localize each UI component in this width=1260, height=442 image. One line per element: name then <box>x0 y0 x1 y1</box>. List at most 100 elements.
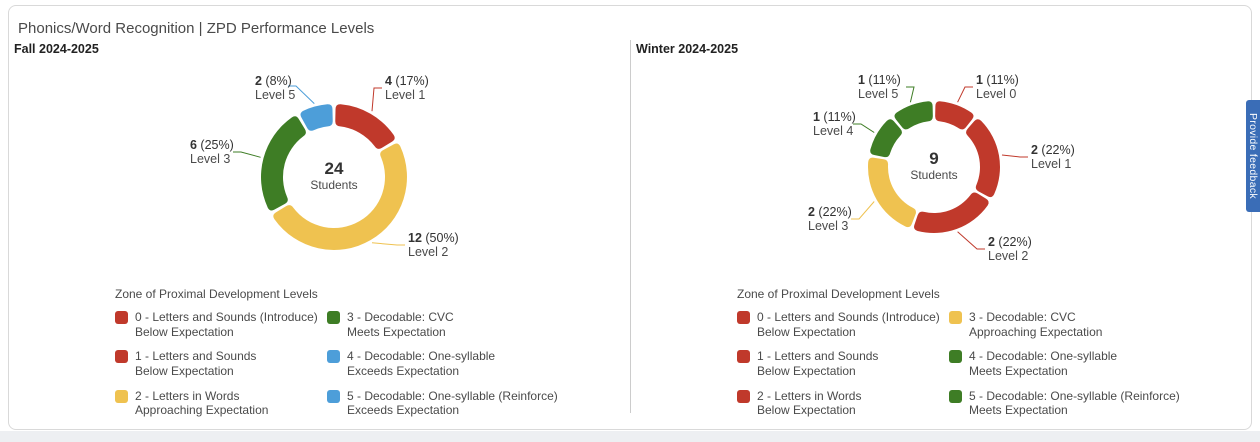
donut-slice-level-3[interactable] <box>867 157 916 228</box>
legend-item-expectation: Below Expectation <box>757 324 856 339</box>
donut-slice-level-1[interactable] <box>335 104 395 149</box>
slice-value-label: 2 (22%) <box>808 205 852 219</box>
donut-center-unit: Students <box>310 178 357 192</box>
slice-value-label: 1 (11%) <box>813 110 856 124</box>
slice-level-label: Level 2 <box>408 245 448 259</box>
legend-item-name: 0 - Letters and Sounds (Introduce) <box>135 310 318 324</box>
legend-item: 4 - Decodable: One-syllable Meets Expecta… <box>949 349 1242 378</box>
legend-item-expectation: Below Expectation <box>135 324 234 339</box>
slice-value-label: 2 (22%) <box>1031 143 1075 157</box>
legend-item-name: 3 - Decodable: CVC <box>347 310 454 324</box>
legend-item: 3 - Decodable: CVC Approaching Expectatio… <box>949 310 1242 339</box>
slice-connector <box>957 86 973 103</box>
legend-title: Zone of Proximal Development Levels <box>115 287 318 301</box>
legend-swatch-green <box>327 311 340 324</box>
performance-levels-card: Phonics/Word Recognition | ZPD Performan… <box>8 5 1252 430</box>
donut-slice-level-2[interactable] <box>273 143 407 250</box>
legend-item: 0 - Letters and Sounds (Introduce) Below … <box>737 310 949 339</box>
legend-item: 2 - Letters in Words Below Expectation <box>737 389 949 418</box>
slice-level-label: Level 1 <box>385 88 425 102</box>
slice-connector <box>288 85 315 104</box>
legend-grid: 0 - Letters and Sounds (Introduce) Below … <box>737 310 1242 418</box>
slice-level-label: Level 1 <box>1031 157 1071 171</box>
legend-item-name: 1 - Letters and Sounds <box>757 349 879 364</box>
donut-chart-winter: 1 (11%)Level 02 (22%)Level 12 (22%)Level… <box>808 73 1075 263</box>
donut-center-unit: Students <box>910 168 957 182</box>
legend-item-name: 5 - Decodable: One-syllable (Reinforce) <box>347 388 558 403</box>
slice-level-label: Level 3 <box>808 219 848 233</box>
legend-item: 2 - Letters in Words Approaching Expectat… <box>115 389 327 418</box>
slice-level-label: Level 4 <box>813 124 853 138</box>
legend-item: 5 - Decodable: One-syllable (Reinforce) M… <box>949 389 1242 418</box>
slice-level-label: Level 2 <box>988 249 1028 263</box>
legend-swatch-green <box>949 350 962 364</box>
legend-item-expectation: Exceeds Expectation <box>347 363 460 378</box>
slice-connector <box>851 201 875 220</box>
legend-item-expectation: Meets Expectation <box>969 403 1068 418</box>
donut-slice-level-4[interactable] <box>870 119 902 158</box>
donut-slice-level-2[interactable] <box>914 192 989 234</box>
provide-feedback-tab[interactable]: Provide feedback <box>1246 100 1260 212</box>
donut-chart-fall: 4 (17%)Level 112 (50%)Level 26 (25%)Leve… <box>190 74 459 259</box>
legend-swatch-blue <box>327 389 340 403</box>
donut-slice-level-3[interactable] <box>261 116 306 211</box>
legend-swatch-green <box>949 389 962 403</box>
slice-level-label: Level 5 <box>255 88 295 102</box>
period-label-fall: Fall 2024-2025 <box>14 42 99 56</box>
legend-item-name: 2 - Letters in Words <box>135 388 240 403</box>
page-title: Phonics/Word Recognition | ZPD Performan… <box>18 20 375 37</box>
legend-item-expectation: Exceeds Expectation <box>347 403 460 418</box>
legend-item: 0 - Letters and Sounds (Introduce) Below … <box>115 310 327 339</box>
legend-item: 1 - Letters and Sounds Below Expectation <box>115 349 327 378</box>
legend-item-expectation: Below Expectation <box>757 363 856 378</box>
legend-item-expectation: Below Expectation <box>757 403 856 418</box>
legend-item-name: 3 - Decodable: CVC <box>969 310 1076 324</box>
legend-swatch-yellow <box>115 389 128 403</box>
slice-value-label: 6 (25%) <box>190 138 234 152</box>
donut-slice-level-5[interactable] <box>894 101 933 130</box>
period-label-winter: Winter 2024-2025 <box>636 42 739 56</box>
legend-item-expectation: Approaching Expectation <box>969 324 1103 339</box>
page-bottom-strip <box>0 431 1260 442</box>
slice-connector <box>1001 154 1028 158</box>
chart-panel: Fall 2024-2025 4 (17%) Level 1 12 (50%) Lev… <box>9 6 630 429</box>
slice-connector <box>371 87 382 112</box>
legend-item: 4 - Decodable: One-syllable Exceeds Expec… <box>327 349 620 378</box>
slice-value-label: 1 (11%) <box>858 73 901 87</box>
slice-value-label: 12 (50%) <box>408 231 459 245</box>
slice-level-label: Level 5 <box>858 87 898 101</box>
legend-item-expectation: Meets Expectation <box>969 363 1068 378</box>
legend-fall: Zone of Proximal Development Levels 0 - … <box>115 287 620 418</box>
legend-item-expectation: Approaching Expectation <box>135 403 269 418</box>
legend-title: Zone of Proximal Development Levels <box>737 287 940 301</box>
panel-divider <box>630 40 631 413</box>
donut-slice-level-0[interactable] <box>935 101 974 130</box>
legend-item: 3 - Decodable: CVC Meets Expectation <box>327 310 620 339</box>
legend-item-name: 4 - Decodable: One-syllable <box>969 349 1118 364</box>
legend-item-name: 4 - Decodable: One-syllable <box>347 349 496 364</box>
slice-connector <box>371 242 405 246</box>
legend-item-name: 0 - Letters and Sounds (Introduce) <box>757 310 940 324</box>
donut-slice-level-5[interactable] <box>300 104 333 131</box>
slice-value-label: 2 (8%) <box>255 74 292 88</box>
legend-swatch-red <box>737 389 750 403</box>
legend-item-expectation: Meets Expectation <box>347 324 446 339</box>
slice-connector <box>957 231 985 250</box>
slice-value-label: 4 (17%) <box>385 74 429 88</box>
legend-swatch-blue <box>327 350 340 364</box>
donut-slice-level-1[interactable] <box>966 119 1000 198</box>
donut-center-value: 9 <box>929 149 938 168</box>
legend-item: 5 - Decodable: One-syllable (Reinforce) E… <box>327 389 620 418</box>
slice-connector <box>233 151 261 158</box>
legend-item-expectation: Below Expectation <box>135 363 234 378</box>
donut-center-value: 24 <box>325 159 344 178</box>
slice-connector <box>853 123 875 133</box>
legend-swatch-red <box>115 311 128 324</box>
slice-value-label: 1 (11%) <box>976 73 1019 87</box>
legend-item: 1 - Letters and Sounds Below Expectation <box>737 349 949 378</box>
slice-level-label: Level 3 <box>190 152 230 166</box>
legend-swatch-yellow <box>949 311 962 324</box>
slice-connector <box>906 86 915 103</box>
legend-winter: Zone of Proximal Development Levels 0 - … <box>737 287 1242 418</box>
